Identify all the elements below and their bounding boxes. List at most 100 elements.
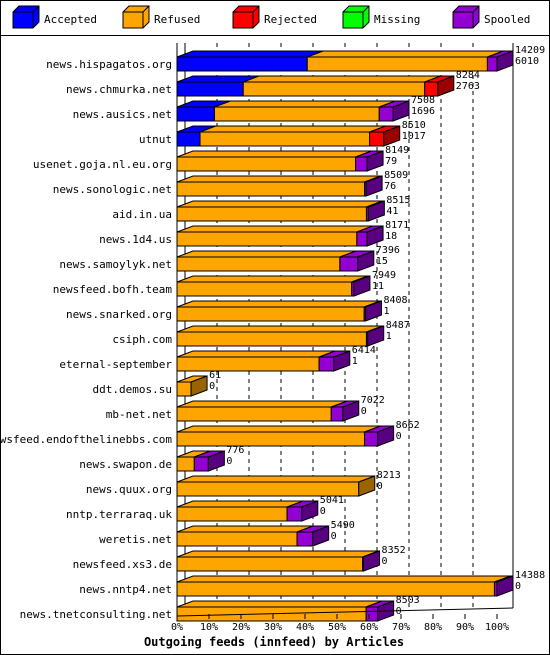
x-tick-label: 100% [485, 622, 509, 633]
bar-segment-spooled [286, 506, 303, 522]
category-label: news.1d4.us [99, 233, 172, 246]
accepted-value-label: 1 [352, 356, 358, 367]
accepted-value-label: 1 [383, 306, 389, 317]
accepted-value-label: 0 [226, 456, 232, 467]
legend-label-spooled: Spooled [484, 13, 530, 26]
offered-value-label: 8352 [382, 545, 406, 556]
accepted-value-label: 76 [384, 181, 396, 192]
bar-news-chmurka-net [176, 75, 455, 97]
bar-top-refused [176, 275, 368, 283]
bar-top-refused [176, 500, 304, 508]
accepted-value-label: 0 [377, 481, 383, 492]
offered-value-label: 8171 [385, 220, 409, 231]
bar-newsfeed-bofh-team [176, 275, 371, 297]
bar-side-refused [358, 475, 376, 497]
bar-side-spooled [207, 450, 225, 472]
offered-value-label: 776 [226, 445, 244, 456]
legend-label-missing: Missing [374, 13, 420, 26]
bar-utnut [176, 125, 401, 147]
x-tick-label: 60% [360, 622, 378, 633]
bar-side-spooled [365, 175, 383, 197]
x-tick-label: 40% [296, 622, 314, 633]
bar-top-refused [176, 575, 511, 583]
bar-segment-spooled [339, 256, 359, 272]
bar-segment-refused [176, 531, 298, 547]
bar-side-spooled [363, 550, 381, 572]
bar-segment-refused [176, 331, 367, 347]
bar-aid-in-ua [176, 200, 385, 222]
offered-value-label: 8662 [396, 420, 420, 431]
bar-top-refused [176, 250, 357, 258]
x-tick-label: 30% [264, 622, 282, 633]
bar-segment-accepted [176, 56, 308, 72]
bar-segment-refused [176, 556, 364, 572]
bar-segment-spooled [193, 456, 209, 472]
bar-ddt-demos-su [176, 375, 208, 397]
accepted-value-label: 1017 [402, 131, 426, 142]
bar-segment-refused [176, 481, 360, 497]
offered-value-label: 8284 [456, 70, 480, 81]
bar-segment-refused [176, 506, 288, 522]
bar-side-spooled [366, 225, 384, 247]
category-label: news.ausics.net [73, 108, 172, 121]
category-label: news.snarked.org [66, 308, 172, 321]
accepted-value-label: 2763 [456, 81, 480, 92]
offered-value-label: 8510 [402, 120, 426, 131]
bar-news-hispagatos-org [176, 50, 514, 72]
offered-value-label: 7022 [361, 395, 385, 406]
bar-segment-accepted [176, 131, 201, 147]
bar-segment-refused [176, 206, 367, 222]
bar-news-quux-org [176, 475, 376, 497]
category-label: ddt.demos.su [93, 383, 172, 396]
category-label: utnut [139, 133, 172, 146]
category-label: csiph.com [112, 333, 172, 346]
bar-top-refused [176, 175, 381, 183]
bar-segment-refused [176, 156, 357, 172]
legend: Accepted Refused Rejected Missing Spooled [12, 5, 530, 29]
bar-segment-refused [176, 356, 320, 372]
category-label: news.chmurka.net [66, 83, 172, 96]
bar-segment-refused [176, 581, 495, 597]
bar-segment-spooled [378, 106, 394, 122]
category-label: news.sonologic.net [53, 183, 172, 196]
offered-value-label: 6414 [352, 345, 376, 356]
bar-segment-spooled [356, 231, 368, 247]
category-label: weretis.net [99, 533, 172, 546]
accepted-value-label: 0 [331, 531, 337, 542]
x-tick-label: 80% [424, 622, 442, 633]
bar-mb-net-net [176, 400, 360, 422]
bar-side-spooled [357, 250, 375, 272]
bar-segment-refused [199, 131, 371, 147]
category-label: mb-net.net [106, 408, 172, 421]
bars [176, 50, 514, 622]
bar-top-accepted [176, 50, 324, 58]
bar-segment-refused [176, 231, 358, 247]
bar-top-refused [176, 600, 383, 608]
category-label: news.swapon.de [79, 458, 172, 471]
bar-segment-refused [176, 456, 195, 472]
bar-side-spooled [377, 425, 395, 447]
bar-newsfeed-endofthelinebbs-com [176, 425, 395, 447]
bar-nntp-terraraq-uk [176, 500, 319, 522]
legend-swatch-edge [142, 5, 150, 13]
category-label: news.quux.org [86, 483, 172, 496]
bar-segment-rejected [369, 131, 385, 147]
bar-news-ausics-net [176, 100, 410, 122]
bar-top-refused [176, 475, 375, 483]
accepted-value-label: 0 [396, 606, 402, 617]
bar-segment-accepted [176, 106, 215, 122]
bar-side-spooled [364, 300, 382, 322]
offered-value-label: 8515 [386, 195, 410, 206]
x-tick-label: 90% [456, 622, 474, 633]
bar-news-snarked-org [176, 300, 382, 322]
bar-segment-refused [213, 106, 380, 122]
offered-value-label: 14388 [515, 570, 545, 581]
bar-side-spooled [342, 400, 360, 422]
bar-segment-refused [306, 56, 488, 72]
accepted-value-label: 0 [382, 556, 388, 567]
bar-top-refused [176, 225, 374, 233]
bar-top-refused [307, 50, 504, 58]
bar-side-rejected [437, 75, 455, 97]
x-axis-title: Outgoing feeds (innfeed) by Articles [144, 635, 404, 649]
